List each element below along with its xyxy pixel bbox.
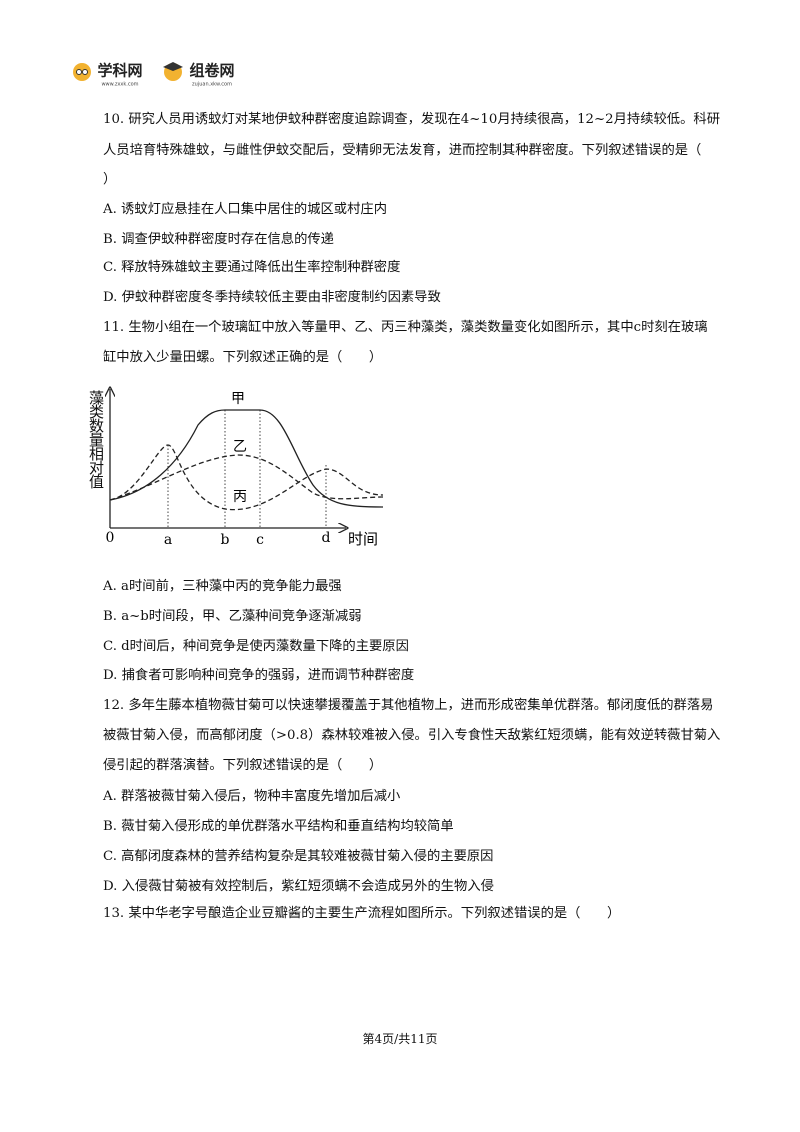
curve-label: 乙 <box>233 439 247 455</box>
point-label: a <box>164 532 172 548</box>
curve-label: 甲 <box>231 391 245 407</box>
question-stem: 人员培育特殊雄蚊，与雌性伊蚊交配后，受精卵无法发育，进而控制其种群密度。下列叙述… <box>103 143 702 158</box>
question-stem: 13. 某中华老字号酿造企业豆瓣酱的主要生产流程如图所示。下列叙述错误的是（ ） <box>103 906 621 921</box>
footer: 第4页/共11页 <box>362 1032 438 1046</box>
option: D. 捕食者可影响种间竞争的强弱，进而调节种群密度 <box>103 668 415 683</box>
option: D. 伊蚊种群密度冬季持续较低主要由非密度制约因素导致 <box>103 290 441 305</box>
option: B. a~b时间段，甲、乙藻种间竞争逐渐减弱 <box>103 609 362 624</box>
point-label: c <box>256 532 264 548</box>
origin-label: 0 <box>106 530 115 546</box>
option: A. a时间前，三种藻中丙的竞争能力最强 <box>103 579 342 594</box>
curve-bing <box>109 444 384 511</box>
point-label: b <box>221 532 230 548</box>
question-stem: 10. 研究人员用诱蚊灯对某地伊蚊种群密度追踪调查，发现在4~10月持续很高，1… <box>103 112 720 127</box>
logo-text: 学科网 <box>97 62 142 80</box>
question-stem: ） <box>103 172 117 187</box>
option: B. 调查伊蚊种群密度时存在信息的传递 <box>103 232 334 247</box>
option: A. 诱蚊灯应悬挂在人口集中居住的城区或村庄内 <box>103 202 387 217</box>
option: C. 释放特殊雄蚊主要通过降低出生率控制种群密度 <box>103 260 401 275</box>
option: D. 入侵薇甘菊被有效控制后，紫红短须螨不会造成另外的生物入侵 <box>103 879 494 894</box>
question-stem: 侵引起的群落演替。下列叙述错误的是（ ） <box>103 758 383 773</box>
question-stem: 被薇甘菊入侵，而高郁闭度（>0.8）森林较难被入侵。引入专食性天敌紫红短须螨，能… <box>103 728 721 743</box>
figure: 甲 乙 丙 0 a b c d 时间 <box>88 385 384 548</box>
option: B. 薇甘菊入侵形成的单优群落水平结构和垂直结构均较简单 <box>103 819 454 834</box>
logo-sub: zujuan.xkw.com <box>192 82 232 88</box>
option: C. d时间后，种间竞争是使丙藻数量下降的主要原因 <box>103 639 409 654</box>
question-stem: 11. 生物小组在一个玻璃缸中放入等量甲、乙、丙三种藻类，藻类数量变化如图所示，… <box>103 320 708 335</box>
curve-yi <box>109 454 384 501</box>
logo-text: 组卷网 <box>189 62 234 80</box>
logo: 学科网 www.zxxk.com 组卷网 zujuan.xkw.com <box>73 62 235 88</box>
y-axis-label: 藻类数量相对值 <box>87 390 105 488</box>
option: A. 群落被薇甘菊入侵后，物种丰富度先增加后减小 <box>103 789 401 804</box>
curve-jia <box>109 409 384 508</box>
option: C. 高郁闭度森林的营养结构复杂是其较难被薇甘菊入侵的主要原因 <box>103 849 494 864</box>
question-stem: 12. 多年生藤本植物薇甘菊可以快速攀援覆盖于其他植物上，进而形成密集单优群落。… <box>103 698 714 713</box>
curve-label: 丙 <box>233 489 247 505</box>
point-label: d <box>322 530 331 546</box>
logo-sub: www.zxxk.com <box>101 82 138 88</box>
x-axis-label: 时间 <box>348 530 378 548</box>
question-stem: 缸中放入少量田螺。下列叙述正确的是（ ） <box>103 350 383 365</box>
